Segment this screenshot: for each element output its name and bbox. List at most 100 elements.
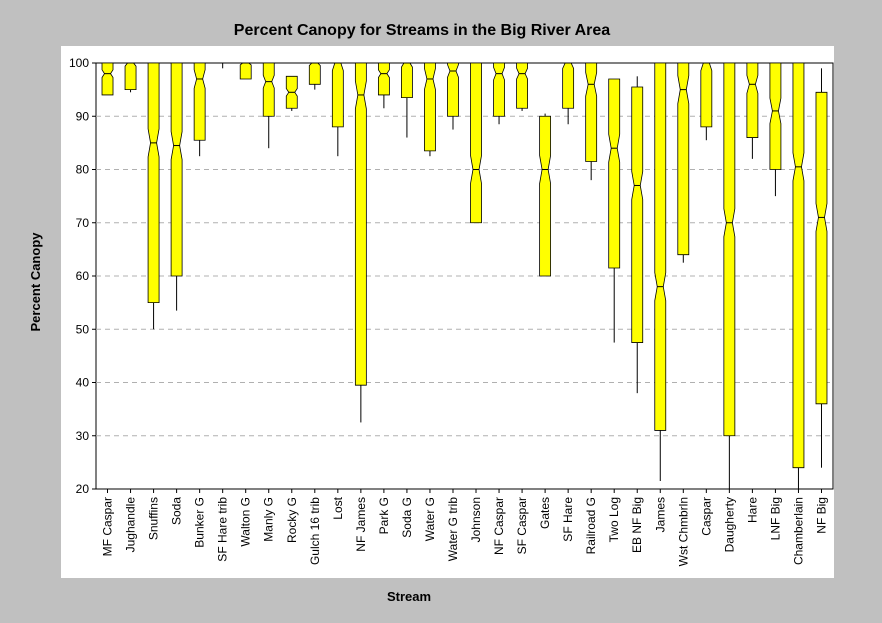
box-body (193, 62, 206, 141)
box-body (101, 62, 114, 96)
box-gulch-16-trib (308, 62, 321, 90)
box-sf-hare-trib (217, 62, 229, 69)
box-body (239, 62, 252, 80)
box-body (377, 62, 390, 96)
box-nf-james (354, 62, 367, 423)
box-two-log (608, 78, 621, 343)
box-manly-g (262, 62, 275, 149)
box-railroad-g (585, 62, 598, 181)
box-hare (746, 62, 759, 159)
chart-title: Percent Canopy for Streams in the Big Ri… (234, 22, 611, 39)
x-tick-label: Chamberlain (791, 497, 805, 565)
box-body (769, 62, 782, 170)
box-soda-g (401, 62, 413, 138)
x-tick-label: Soda (170, 497, 184, 525)
y-tick-label: 80 (76, 163, 90, 177)
box-park-g (377, 62, 390, 109)
box-johnson (470, 62, 482, 224)
x-tick-label: Manly G (262, 497, 276, 542)
x-tick-label: Hare (745, 497, 759, 523)
y-tick-label: 90 (76, 109, 90, 123)
box-body (608, 78, 621, 269)
box-body (401, 62, 413, 99)
box-jughandle (124, 62, 137, 93)
x-axis-label: Stream (387, 589, 431, 604)
box-water-g (424, 62, 436, 157)
x-tick-label: MF Caspar (101, 497, 115, 556)
box-series (101, 62, 828, 489)
y-tick-label: 50 (76, 322, 90, 336)
box-body (470, 62, 482, 224)
box-gates (539, 113, 552, 277)
box-body (746, 62, 759, 138)
box-body (493, 62, 505, 117)
box-caspar (700, 62, 713, 141)
box-body (308, 62, 321, 85)
box-body (631, 86, 644, 343)
x-tick-label: Lost (331, 496, 345, 519)
box-body (124, 62, 137, 91)
y-tick-label: 60 (76, 269, 90, 283)
x-tick-label: Railroad G (584, 497, 598, 554)
box-walton-g (239, 62, 252, 80)
x-tick-label: James (653, 497, 667, 532)
box-lnf-big (769, 62, 782, 197)
box-body (539, 115, 552, 277)
box-james (654, 62, 667, 482)
x-tick-label: Water G (423, 497, 437, 541)
box-wst-chmbrln (677, 62, 690, 263)
y-tick-label: 100 (69, 56, 89, 70)
box-body (147, 62, 160, 304)
box-soda (170, 62, 183, 311)
y-tick-label: 40 (76, 376, 90, 390)
box-nf-caspar (493, 62, 505, 125)
box-body (562, 62, 575, 109)
box-body (792, 62, 805, 469)
x-tick-label: Bunker G (193, 497, 207, 548)
box-snuffins (147, 62, 160, 330)
x-tick-label: NF Caspar (492, 497, 506, 555)
x-tick-label: LNF Big (768, 497, 782, 540)
x-tick-label: SF Caspar (515, 497, 529, 554)
box-rocky-g (285, 75, 298, 111)
x-tick-label: Two Log (607, 497, 621, 542)
box-eb-nf-big (631, 76, 644, 394)
box-body (262, 62, 275, 117)
box-daugherty (723, 62, 736, 489)
box-body (700, 62, 713, 128)
x-tick-label: Jughandle (124, 497, 138, 553)
axes: 20 30 40 50 60 70 80 90 100 MF Caspar Jughandle Snu… (69, 56, 829, 566)
y-tick-label: 20 (76, 482, 90, 496)
x-tick-label: Gulch 16 trib (308, 497, 322, 565)
x-tick-label: Park G (377, 497, 391, 534)
x-tick-label: Johnson (469, 497, 483, 542)
x-tick-label: SF Hare (561, 497, 575, 542)
x-tick-label: Caspar (699, 497, 713, 536)
y-tick-label: 70 (76, 216, 90, 230)
x-tick-label: Rocky G (285, 497, 299, 543)
box-chamberlain (792, 62, 805, 489)
y-axis-label: Percent Canopy (28, 232, 43, 332)
box-body (170, 62, 183, 277)
box-body (331, 62, 344, 128)
x-tick-label: EB NF Big (630, 497, 644, 553)
x-tick-label: Walton G (239, 497, 253, 547)
x-tick-label: SF Hare trib (216, 497, 230, 562)
box-water-g-trib (447, 62, 459, 130)
box-body (815, 91, 828, 405)
y-tick-label: 30 (76, 429, 90, 443)
x-tick-label: Snuffins (147, 497, 161, 540)
box-nf-big (815, 68, 828, 468)
box-body (677, 62, 690, 256)
x-tick-label: Soda G (400, 497, 414, 538)
box-body (585, 62, 598, 162)
x-tick-label: Daugherty (722, 497, 736, 552)
box-body (447, 62, 459, 117)
x-tick-label: Gates (538, 497, 552, 529)
box-body (424, 62, 436, 152)
box-body (723, 62, 736, 437)
x-tick-label: NF James (354, 497, 368, 552)
x-tick-label: Wst Chmbrln (676, 497, 690, 566)
